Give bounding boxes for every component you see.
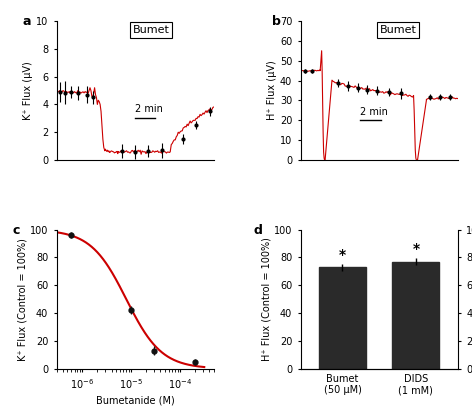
Text: Bumet: Bumet [133,25,169,35]
Text: d: d [253,224,262,237]
Y-axis label: K⁺ Flux (Control = 100%): K⁺ Flux (Control = 100%) [17,238,27,361]
Y-axis label: H⁺ Flux (μV): H⁺ Flux (μV) [267,61,277,120]
Text: Bumet: Bumet [379,25,416,35]
Text: a: a [22,16,31,28]
Bar [319,267,366,369]
Text: 2 min: 2 min [360,107,388,117]
X-axis label: Bumetanide (M): Bumetanide (M) [96,395,175,405]
Text: *: * [413,242,420,256]
Y-axis label: H⁺ Flux (Control = 100%): H⁺ Flux (Control = 100%) [261,237,271,361]
Text: *: * [339,248,346,261]
Y-axis label: K⁺ Flux (μV): K⁺ Flux (μV) [23,61,34,120]
Text: 2 min: 2 min [135,104,163,114]
Text: b: b [272,16,281,28]
Text: c: c [13,224,20,237]
Bar [392,261,439,369]
